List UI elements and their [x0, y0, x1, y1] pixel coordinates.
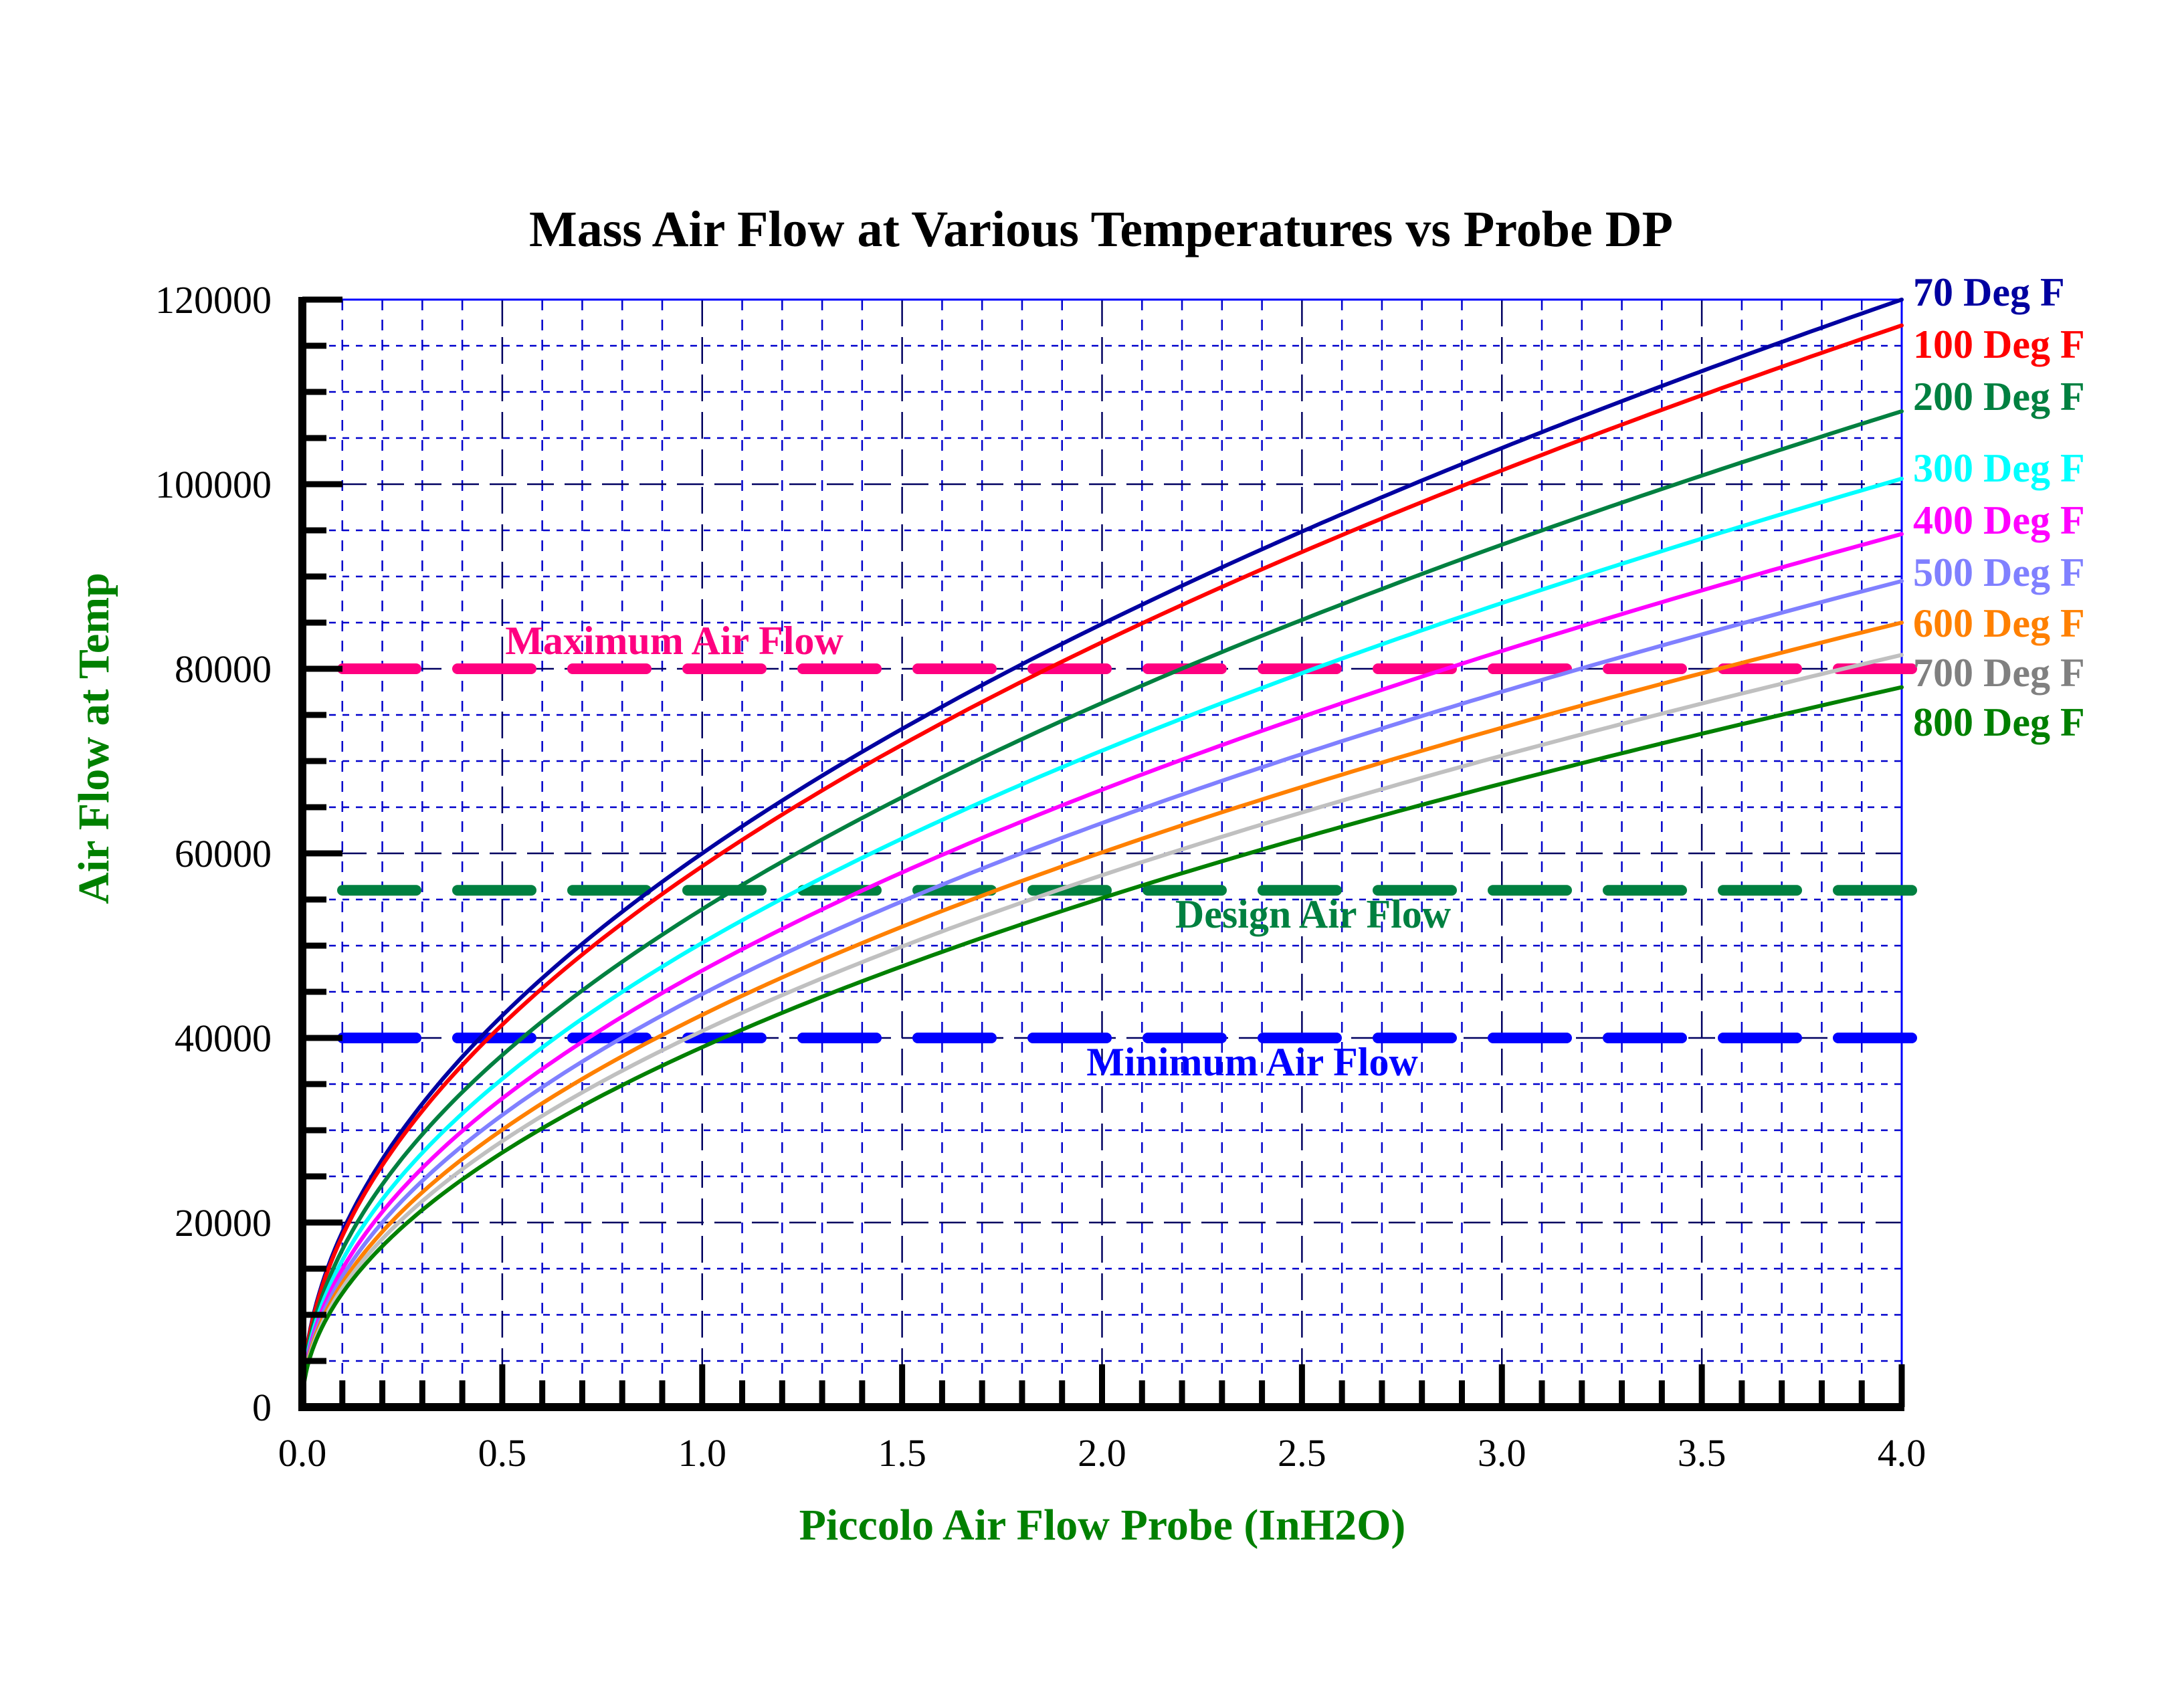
legend-label: 100 Deg F [1913, 322, 2085, 366]
series-line [300, 532, 1904, 1409]
y-tick-label: 20000 [175, 1201, 272, 1245]
y-tick-label: 60000 [175, 832, 272, 875]
reference-line-label: Design Air Flow [1175, 892, 1452, 936]
axes [298, 296, 1905, 1411]
x-tick-label: 1.0 [678, 1431, 727, 1475]
reference-line-label: Minimum Air Flow [1086, 1040, 1418, 1084]
grid [302, 298, 1903, 1407]
legend-label: 600 Deg F [1913, 601, 2085, 645]
legend-label: 400 Deg F [1913, 498, 2085, 542]
tick-labels: 0.0 0.5 1.0 1.5 2.0 2.5 3.0 3.5 4.0 0 20000 40000 60… [155, 278, 1926, 1475]
series-line [300, 476, 1904, 1409]
y-tick-label: 120000 [155, 278, 272, 322]
legend-label: 700 Deg F [1913, 651, 2085, 695]
y-tick-label: 0 [252, 1386, 272, 1429]
series-line [300, 578, 1904, 1409]
x-tick-label: 2.0 [1078, 1431, 1126, 1475]
series-lines [300, 298, 1904, 1409]
y-tick-label: 40000 [175, 1017, 272, 1060]
y-tick-label: 100000 [155, 463, 272, 506]
legend-label: 300 Deg F [1913, 446, 2085, 490]
legend-label: 70 Deg F [1913, 270, 2065, 314]
reference-lines: Maximum Air Flow Design Air Flow Minimum A… [337, 619, 1920, 1084]
labels: Mass Air Flow at Various Temperatures vs… [70, 201, 1673, 1550]
x-tick-label: 3.0 [1478, 1431, 1526, 1475]
x-tick-label: 0.5 [478, 1431, 527, 1475]
x-tick-label: 4.0 [1878, 1431, 1926, 1475]
series-line [300, 653, 1904, 1409]
series-line [300, 323, 1904, 1409]
legend: 70 Deg F 100 Deg F 200 Deg F 300 Deg F 400 D… [1913, 270, 2085, 744]
series-line [300, 685, 1904, 1409]
legend-label: 200 Deg F [1913, 375, 2085, 419]
reference-line-label: Maximum Air Flow [505, 619, 843, 663]
legend-label: 500 Deg F [1913, 550, 2085, 595]
x-tick-label: 0.0 [278, 1431, 327, 1475]
series-line [300, 298, 1904, 1409]
x-tick-label: 1.5 [878, 1431, 926, 1475]
x-tick-label: 3.5 [1678, 1431, 1726, 1475]
chart-title: Mass Air Flow at Various Temperatures vs… [529, 201, 1673, 257]
x-axis-label: Piccolo Air Flow Probe (InH2O) [799, 1501, 1406, 1550]
x-tick-label: 2.5 [1278, 1431, 1326, 1475]
y-tick-label: 80000 [175, 647, 272, 691]
series-line [300, 621, 1904, 1409]
y-axis-label: Air Flow at Temp [70, 572, 118, 904]
legend-label: 800 Deg F [1913, 700, 2085, 744]
series-line [300, 409, 1904, 1409]
